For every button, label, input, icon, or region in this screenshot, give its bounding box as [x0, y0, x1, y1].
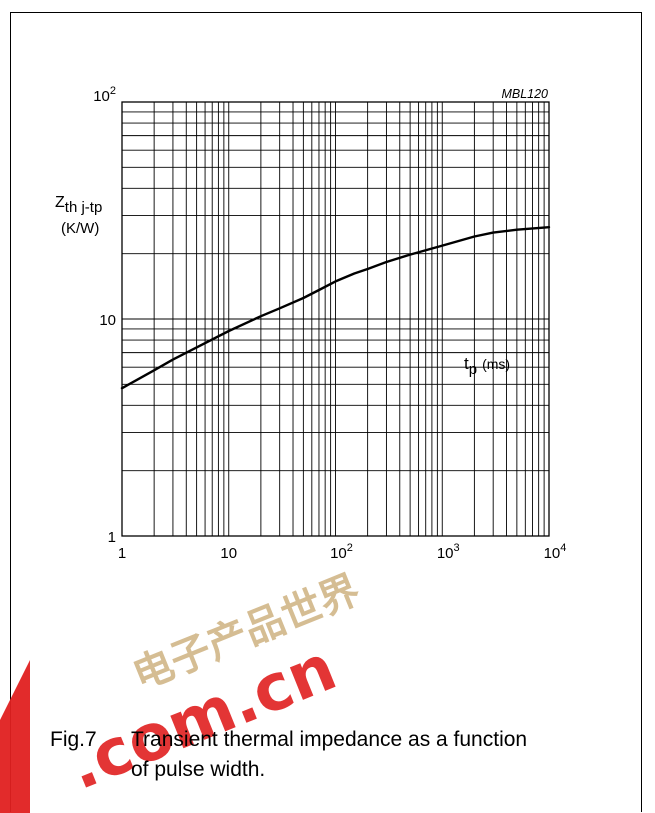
- y-tick-label: 10: [99, 312, 116, 329]
- figure-code: MBL120: [501, 87, 548, 101]
- x-axis-label-sub: p: [469, 361, 477, 378]
- series-layer: [120, 226, 551, 390]
- y-axis-unit: (K/W): [61, 220, 99, 237]
- figure-caption-line-1: Transient thermal impedance as a functio…: [131, 728, 528, 751]
- plot-area: [121, 101, 550, 537]
- x-tick-label: 10: [220, 545, 237, 562]
- y-axis-label-sub: th j-tp: [65, 199, 103, 216]
- tick-labels: 1 10 102 103 104 1 10 102: [93, 85, 566, 562]
- y-axis-label-main: Z: [55, 194, 65, 211]
- series-line: [120, 226, 551, 390]
- x-tick-label: 103: [437, 542, 460, 562]
- x-axis-label-unit: (ms): [482, 356, 510, 372]
- x-tick-label: 102: [330, 542, 353, 562]
- figure-frame: [10, 12, 642, 812]
- x-tick-label: 104: [544, 542, 567, 562]
- y-axis-label: Zth j-tp: [55, 194, 102, 216]
- figure-caption-line-2: of pulse width.: [131, 758, 266, 781]
- y-tick-label: 1: [108, 529, 116, 546]
- figure-number: Fig.7: [50, 728, 97, 751]
- x-tick-label: 1: [118, 545, 126, 562]
- y-tick-label: 102: [93, 85, 116, 105]
- x-axis-label-main: t: [464, 354, 469, 373]
- x-axis-label: tp (ms): [464, 354, 510, 378]
- chart-grid: [122, 102, 549, 536]
